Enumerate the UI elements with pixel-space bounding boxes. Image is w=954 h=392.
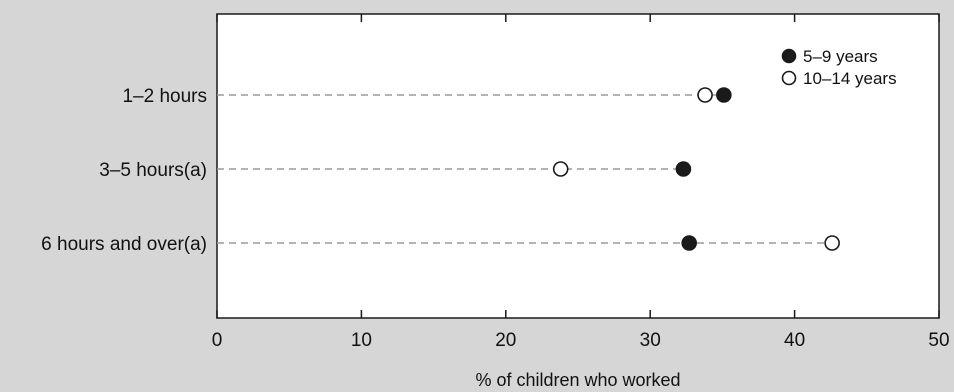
x-tick-label: 50 bbox=[928, 330, 949, 351]
legend-marker bbox=[781, 70, 797, 86]
data-point-10-14-years bbox=[824, 235, 840, 251]
data-point-5-9-years bbox=[681, 235, 697, 251]
data-point-5-9-years bbox=[675, 161, 692, 177]
plot-area bbox=[216, 13, 940, 319]
legend-marker bbox=[781, 48, 797, 64]
x-axis-title: % of children who worked bbox=[475, 370, 680, 390]
data-point-10-14-years bbox=[697, 87, 713, 103]
x-tick-label: 30 bbox=[640, 330, 661, 351]
legend: 5–9 years 10–14 years bbox=[781, 47, 897, 88]
data-point-10-14-years bbox=[552, 161, 569, 177]
x-tick-label: 0 bbox=[212, 330, 223, 351]
x-tick-label: 20 bbox=[495, 330, 516, 351]
x-axis-ticks: 0 10 20 30 40 50 bbox=[212, 14, 950, 351]
category-rows: 1–2 hours 3–5 hours(a) 6 hours and over(a) bbox=[41, 86, 840, 255]
x-tick-label: 40 bbox=[784, 330, 805, 351]
legend-label: 5–9 years bbox=[803, 47, 878, 66]
category-label: 1–2 hours bbox=[122, 86, 207, 107]
category-label: 6 hours and over(a) bbox=[41, 234, 207, 255]
data-point-5-9-years bbox=[716, 87, 732, 103]
legend-label: 10–14 years bbox=[803, 69, 897, 88]
x-tick-label: 10 bbox=[351, 330, 372, 351]
category-label: 3–5 hours(a) bbox=[99, 160, 207, 181]
